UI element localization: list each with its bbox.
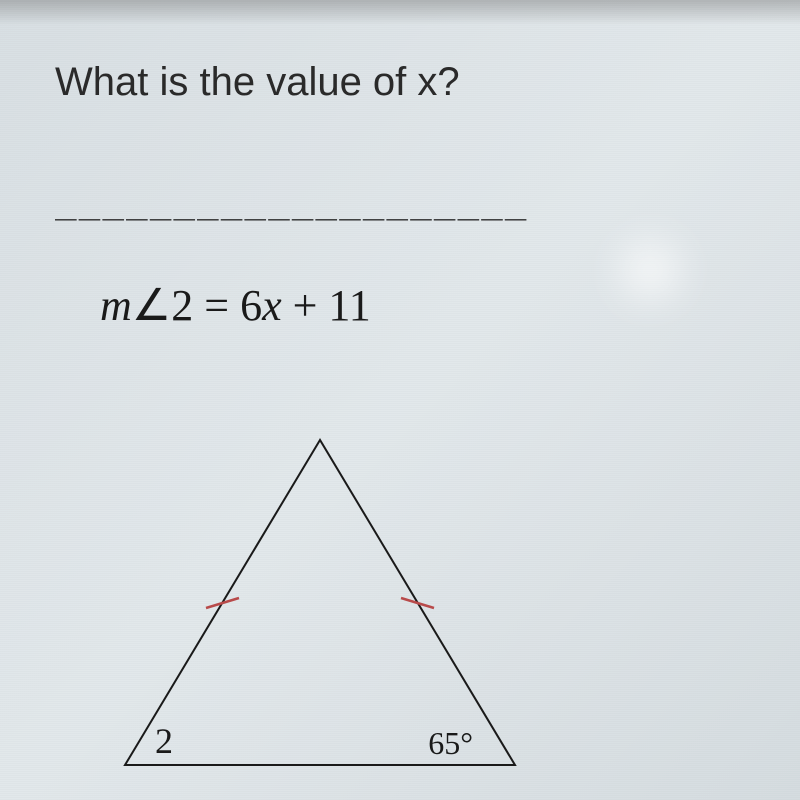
equation-plus: + [282, 281, 329, 330]
equation-m: m [100, 281, 132, 330]
equation-angle-num: 2 [171, 281, 193, 330]
tick-mark-right [401, 598, 434, 608]
screen-top-edge [0, 0, 800, 25]
angle-65-label: 65° [428, 725, 473, 762]
tick-mark-left [206, 598, 239, 608]
angle-equation: m∠2 = 6x + 11 [100, 280, 371, 331]
angle-symbol-icon: ∠ [132, 281, 171, 330]
triangle-shape [125, 440, 515, 765]
answer-blank-line: ____________________ [55, 180, 528, 221]
screen-glare [600, 220, 700, 320]
triangle-diagram: 2 65° [105, 430, 535, 780]
angle-2-label: 2 [155, 720, 173, 762]
equation-const: 11 [328, 281, 370, 330]
question-prompt: What is the value of x? [55, 60, 460, 105]
angle-65-value: 65 [428, 725, 460, 761]
equation-x: x [262, 281, 282, 330]
equation-equals: = [193, 281, 240, 330]
degree-symbol-icon: ° [460, 725, 473, 761]
equation-coeff: 6 [240, 281, 262, 330]
